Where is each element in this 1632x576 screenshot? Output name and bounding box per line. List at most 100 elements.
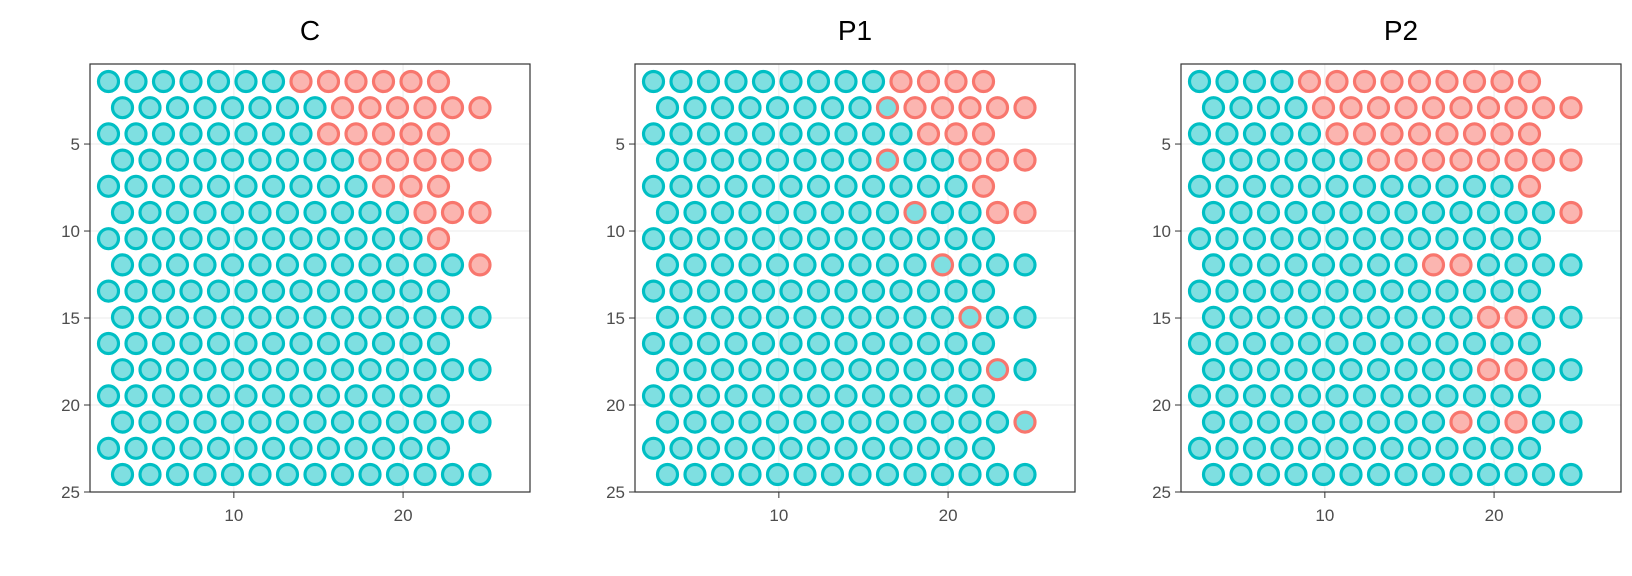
data-point	[1284, 253, 1308, 277]
data-point	[1242, 436, 1267, 460]
x-tick-label: 20	[394, 506, 413, 525]
data-point	[193, 305, 217, 329]
data-point	[1490, 279, 1514, 303]
data-point	[1242, 279, 1267, 303]
data-point	[971, 331, 996, 356]
data-point	[124, 384, 148, 408]
y-tick-label: 25	[1152, 483, 1171, 502]
data-point	[1407, 279, 1432, 303]
data-point	[1242, 122, 1267, 146]
data-point	[289, 174, 313, 198]
data-point	[1325, 331, 1349, 356]
data-point	[655, 305, 680, 329]
data-point	[1490, 227, 1514, 251]
data-point	[641, 174, 666, 198]
data-point	[96, 122, 121, 146]
data-point	[1215, 122, 1239, 146]
data-point	[765, 148, 790, 172]
data-point	[165, 148, 190, 172]
data-point	[958, 200, 982, 225]
data-point	[958, 462, 982, 487]
data-point	[110, 253, 135, 277]
data-point	[426, 331, 451, 356]
data-point	[1013, 358, 1037, 382]
data-point	[889, 331, 913, 356]
data-point	[1476, 305, 1501, 329]
data-point	[1559, 410, 1583, 434]
data-point	[1352, 227, 1377, 251]
data-point	[220, 200, 245, 225]
data-point	[413, 358, 437, 382]
data-point	[358, 253, 382, 277]
data-point	[875, 305, 900, 329]
data-point	[303, 148, 327, 172]
data-point	[971, 279, 996, 303]
data-point	[179, 436, 203, 460]
data-point	[303, 410, 327, 434]
data-point	[655, 200, 680, 225]
data-point	[806, 227, 831, 251]
data-point	[861, 384, 886, 408]
data-point	[1256, 358, 1281, 382]
data-point	[930, 305, 955, 329]
data-point	[1366, 148, 1391, 172]
data-point	[1504, 253, 1528, 277]
data-point	[1297, 69, 1322, 94]
data-point	[655, 462, 680, 487]
data-point	[1380, 122, 1404, 146]
data-point	[110, 200, 135, 225]
data-point	[1435, 122, 1459, 146]
data-point	[275, 96, 300, 120]
data-point	[358, 305, 382, 329]
data-point	[179, 69, 203, 94]
data-point	[96, 384, 121, 408]
data-point	[655, 96, 680, 120]
data-point	[1421, 200, 1446, 225]
data-point	[1284, 358, 1308, 382]
data-point	[399, 436, 423, 460]
data-point	[248, 358, 272, 382]
data-point	[275, 305, 300, 329]
data-point	[344, 69, 368, 94]
data-point	[861, 436, 886, 460]
data-point	[1270, 174, 1294, 198]
panel-border	[634, 63, 1076, 493]
data-point	[903, 200, 927, 225]
data-point	[289, 436, 313, 460]
data-point	[193, 410, 217, 434]
data-point	[1325, 69, 1349, 94]
data-point	[958, 358, 982, 382]
data-point	[1270, 384, 1294, 408]
data-point	[1449, 96, 1473, 120]
data-point	[1013, 253, 1037, 277]
data-point	[1201, 358, 1226, 382]
data-point	[683, 462, 707, 487]
data-point	[468, 358, 492, 382]
data-point	[303, 200, 327, 225]
data-point	[110, 462, 135, 487]
data-point	[1531, 358, 1556, 382]
data-point	[234, 122, 258, 146]
data-point	[848, 96, 872, 120]
data-point	[1284, 305, 1308, 329]
data-point	[1201, 148, 1226, 172]
data-point	[385, 462, 410, 487]
data-point	[1407, 122, 1432, 146]
data-point	[1504, 410, 1528, 434]
data-point	[1352, 384, 1377, 408]
data-point	[426, 227, 451, 251]
data-point	[413, 148, 437, 172]
data-point	[1421, 148, 1446, 172]
data-point	[358, 200, 382, 225]
data-point	[806, 122, 831, 146]
data-point	[903, 410, 927, 434]
data-point	[1490, 436, 1514, 460]
data-point	[1352, 69, 1377, 94]
data-point	[1449, 200, 1473, 225]
data-point	[1187, 227, 1212, 251]
data-point	[751, 227, 776, 251]
x-tick-label: 10	[769, 506, 788, 525]
data-point	[1229, 148, 1253, 172]
data-point	[385, 96, 410, 120]
data-point	[916, 122, 941, 146]
